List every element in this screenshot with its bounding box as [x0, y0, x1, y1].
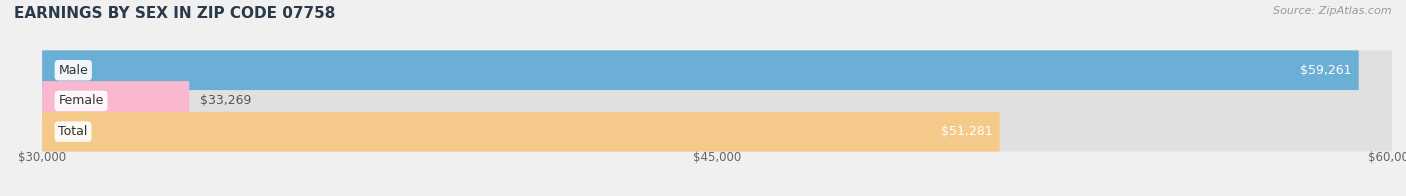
FancyBboxPatch shape — [42, 112, 1392, 152]
Text: $59,261: $59,261 — [1301, 64, 1353, 77]
Text: EARNINGS BY SEX IN ZIP CODE 07758: EARNINGS BY SEX IN ZIP CODE 07758 — [14, 6, 336, 21]
Text: Source: ZipAtlas.com: Source: ZipAtlas.com — [1274, 6, 1392, 16]
FancyBboxPatch shape — [42, 50, 1392, 90]
FancyBboxPatch shape — [42, 112, 1000, 152]
Text: Total: Total — [59, 125, 87, 138]
Text: Male: Male — [59, 64, 89, 77]
Text: Female: Female — [59, 94, 104, 107]
Text: $33,269: $33,269 — [200, 94, 252, 107]
Text: $51,281: $51,281 — [941, 125, 993, 138]
FancyBboxPatch shape — [42, 81, 1392, 121]
FancyBboxPatch shape — [42, 50, 1358, 90]
FancyBboxPatch shape — [42, 81, 190, 121]
